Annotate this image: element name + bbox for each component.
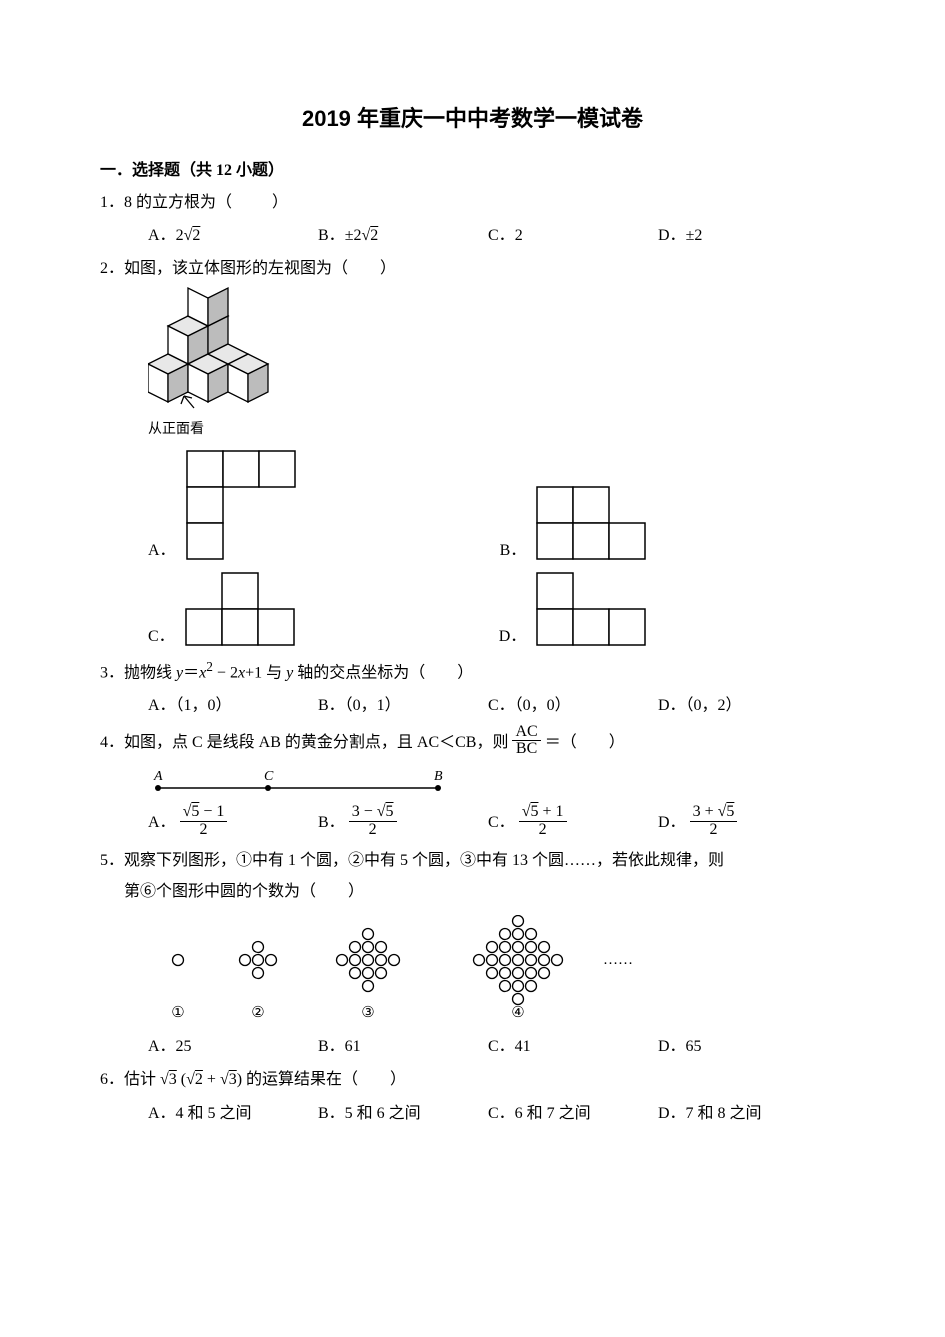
q6-option-a: A．4 和 5 之间 (148, 1100, 318, 1127)
question-5: 5．观察下列图形，①中有 1 个圆，②中有 5 个圆，③中有 13 个圆……，若… (100, 847, 845, 1063)
circle-pattern-icon: ① ② ③ ④ …… (148, 915, 748, 1025)
q2-option-c: C． (148, 572, 299, 650)
question-3: 3．抛物线 y＝x2 − 2x+1 与 y 轴的交点坐标为（ ） A．（1，0）… (100, 656, 845, 722)
opt-label: C． (488, 814, 515, 831)
opt-label: A． (148, 814, 176, 831)
q1-stem-prefix: 1．8 的立方根为（ (100, 194, 232, 211)
q3-option-a: A．（1，0） (148, 692, 318, 719)
svg-text:③: ③ (361, 1005, 374, 1021)
grid-option-a-icon (186, 450, 300, 564)
q1-option-b: B．±2√2 (318, 222, 488, 249)
frac-den: BC (512, 741, 540, 758)
opt-label: C． (488, 227, 515, 244)
q5-option-d: D．65 (658, 1033, 828, 1060)
grid-option-d-icon (536, 572, 650, 650)
svg-text:B: B (434, 769, 443, 784)
question-6: 6．估计 √3 (√2 + √3) 的运算结果在（ ） A．4 和 5 之间 B… (100, 1066, 845, 1128)
q6-option-c: C．6 和 7 之间 (488, 1100, 658, 1127)
page-title: 2019 年重庆一中中考数学一模试卷 (100, 100, 845, 137)
frac-den: 2 (180, 822, 228, 839)
opt-label: D． (658, 227, 686, 244)
q4-option-b: B． 3 − √52 (318, 806, 488, 841)
blank (236, 194, 268, 211)
opt-label: A． (148, 227, 176, 244)
svg-text:C: C (264, 769, 274, 784)
frac-num: AC (512, 724, 540, 742)
q2-option-d: D． (499, 572, 651, 650)
grid-option-c-icon (185, 572, 299, 650)
opt-value: ±2 (686, 227, 703, 244)
q5-option-c: C．41 (488, 1033, 658, 1060)
q4-option-a: A． √5 − 12 (148, 806, 318, 841)
frac-den: 2 (349, 822, 397, 839)
q1-option-c: C．2 (488, 222, 658, 249)
q3-option-c: C．（0，0） (488, 692, 658, 719)
frac-den: 2 (519, 822, 567, 839)
q5-pattern-figure: ① ② ③ ④ …… (148, 915, 845, 1025)
q2-caption: 从正面看 (148, 418, 845, 442)
svg-text:④: ④ (511, 1005, 524, 1021)
q5-option-a: A．25 (148, 1033, 318, 1060)
opt-value: 2 (515, 227, 523, 244)
opt-label: D． (499, 623, 527, 650)
q2-option-a: A． (148, 450, 300, 564)
frac-ac-bc: AC BC (512, 724, 540, 759)
svg-text:①: ① (171, 1005, 184, 1021)
question-1: 1．8 的立方根为（ ） A．2√2 B．±2√2 C．2 D．±2 (100, 189, 845, 251)
frac-den: 2 (690, 822, 738, 839)
q2-option-b: B． (500, 486, 651, 564)
cube-solid-icon (148, 286, 308, 416)
grid-option-b-icon (536, 486, 650, 564)
q5-stem-line2: 第⑥个图形中圆的个数为（ ） (124, 878, 845, 905)
q1-option-a: A．2√2 (148, 222, 318, 249)
opt-label: D． (658, 814, 686, 831)
segment-ab-icon: ACB (148, 768, 458, 798)
opt-label: B． (318, 814, 345, 831)
opt-label: C． (148, 623, 175, 650)
section-heading: 一．选择题（共 12 小题） (100, 157, 845, 184)
q6-option-b: B．5 和 6 之间 (318, 1100, 488, 1127)
q5-stem-line1: 5．观察下列图形，①中有 1 个圆，②中有 5 个圆，③中有 13 个圆……，若… (100, 847, 845, 874)
q1-stem-suffix: ） (272, 194, 288, 211)
opt-label: B． (500, 537, 527, 564)
q4-segment-figure: ACB (148, 768, 845, 798)
q2-stem: 2．如图，该立体图形的左视图为（ ） (100, 255, 845, 282)
q4-option-c: C． √5 + 12 (488, 806, 658, 841)
q4-stem-b: ＝（ ） (545, 734, 625, 751)
q6-option-d: D．7 和 8 之间 (658, 1100, 828, 1127)
question-2: 2．如图，该立体图形的左视图为（ ） (100, 255, 845, 650)
svg-text:②: ② (251, 1005, 264, 1021)
svg-text:……: …… (603, 952, 633, 968)
q3-option-b: B．（0，1） (318, 692, 488, 719)
q5-option-b: B．61 (318, 1033, 488, 1060)
q2-3d-figure: 从正面看 (148, 286, 845, 442)
q3-option-d: D．（0，2） (658, 692, 828, 719)
q1-option-d: D．±2 (658, 222, 828, 249)
svg-text:A: A (153, 769, 163, 784)
question-4: 4．如图，点 C 是线段 AB 的黄金分割点，且 AC＜CB，则 AC BC ＝… (100, 726, 845, 843)
q4-stem-a: 4．如图，点 C 是线段 AB 的黄金分割点，且 AC＜CB，则 (100, 734, 508, 751)
opt-label: A． (148, 537, 176, 564)
opt-label: B． (318, 227, 345, 244)
q4-option-d: D． 3 + √52 (658, 806, 828, 841)
